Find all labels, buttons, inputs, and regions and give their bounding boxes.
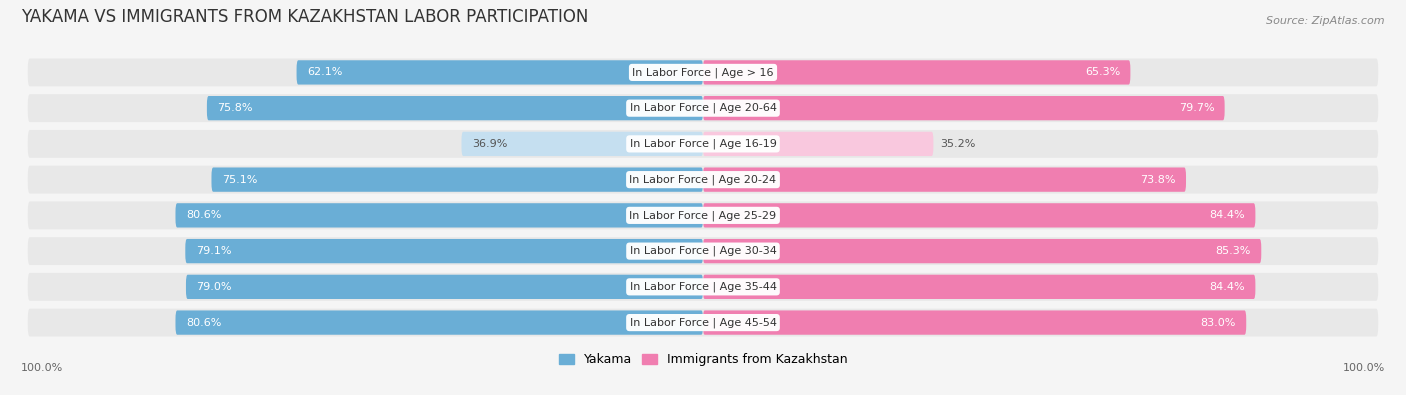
FancyBboxPatch shape [211,167,703,192]
FancyBboxPatch shape [28,237,1378,265]
FancyBboxPatch shape [703,310,1246,335]
Text: 79.0%: 79.0% [197,282,232,292]
FancyBboxPatch shape [28,130,1378,158]
Text: 62.1%: 62.1% [307,68,342,77]
FancyBboxPatch shape [186,275,703,299]
Text: Source: ZipAtlas.com: Source: ZipAtlas.com [1267,16,1385,26]
Text: 100.0%: 100.0% [21,363,63,372]
Text: In Labor Force | Age 35-44: In Labor Force | Age 35-44 [630,282,776,292]
Text: In Labor Force | Age 20-24: In Labor Force | Age 20-24 [630,174,776,185]
FancyBboxPatch shape [186,239,703,263]
Text: In Labor Force | Age 20-64: In Labor Force | Age 20-64 [630,103,776,113]
FancyBboxPatch shape [703,167,1187,192]
FancyBboxPatch shape [297,60,703,85]
FancyBboxPatch shape [207,96,703,120]
Text: In Labor Force | Age 25-29: In Labor Force | Age 25-29 [630,210,776,221]
FancyBboxPatch shape [703,239,1261,263]
Text: 36.9%: 36.9% [472,139,508,149]
Text: 79.7%: 79.7% [1178,103,1215,113]
Text: 80.6%: 80.6% [186,318,221,327]
Text: 83.0%: 83.0% [1201,318,1236,327]
Legend: Yakama, Immigrants from Kazakhstan: Yakama, Immigrants from Kazakhstan [554,348,852,371]
Text: 73.8%: 73.8% [1140,175,1175,184]
Text: YAKAMA VS IMMIGRANTS FROM KAZAKHSTAN LABOR PARTICIPATION: YAKAMA VS IMMIGRANTS FROM KAZAKHSTAN LAB… [21,8,588,26]
FancyBboxPatch shape [461,132,703,156]
FancyBboxPatch shape [703,203,1256,228]
FancyBboxPatch shape [28,58,1378,87]
Text: In Labor Force | Age 45-54: In Labor Force | Age 45-54 [630,317,776,328]
Text: 85.3%: 85.3% [1216,246,1251,256]
FancyBboxPatch shape [703,275,1256,299]
Text: In Labor Force | Age > 16: In Labor Force | Age > 16 [633,67,773,78]
FancyBboxPatch shape [176,203,703,228]
Text: 75.8%: 75.8% [218,103,253,113]
Text: 84.4%: 84.4% [1209,282,1246,292]
FancyBboxPatch shape [176,310,703,335]
FancyBboxPatch shape [28,94,1378,122]
FancyBboxPatch shape [28,166,1378,194]
Text: In Labor Force | Age 30-34: In Labor Force | Age 30-34 [630,246,776,256]
Text: 65.3%: 65.3% [1085,68,1121,77]
FancyBboxPatch shape [28,308,1378,337]
Text: 79.1%: 79.1% [195,246,231,256]
FancyBboxPatch shape [28,201,1378,229]
Text: In Labor Force | Age 16-19: In Labor Force | Age 16-19 [630,139,776,149]
Text: 35.2%: 35.2% [941,139,976,149]
FancyBboxPatch shape [28,273,1378,301]
FancyBboxPatch shape [703,132,934,156]
Text: 75.1%: 75.1% [222,175,257,184]
Text: 80.6%: 80.6% [186,211,221,220]
Text: 84.4%: 84.4% [1209,211,1246,220]
Text: 100.0%: 100.0% [1343,363,1385,372]
FancyBboxPatch shape [703,96,1225,120]
FancyBboxPatch shape [703,60,1130,85]
